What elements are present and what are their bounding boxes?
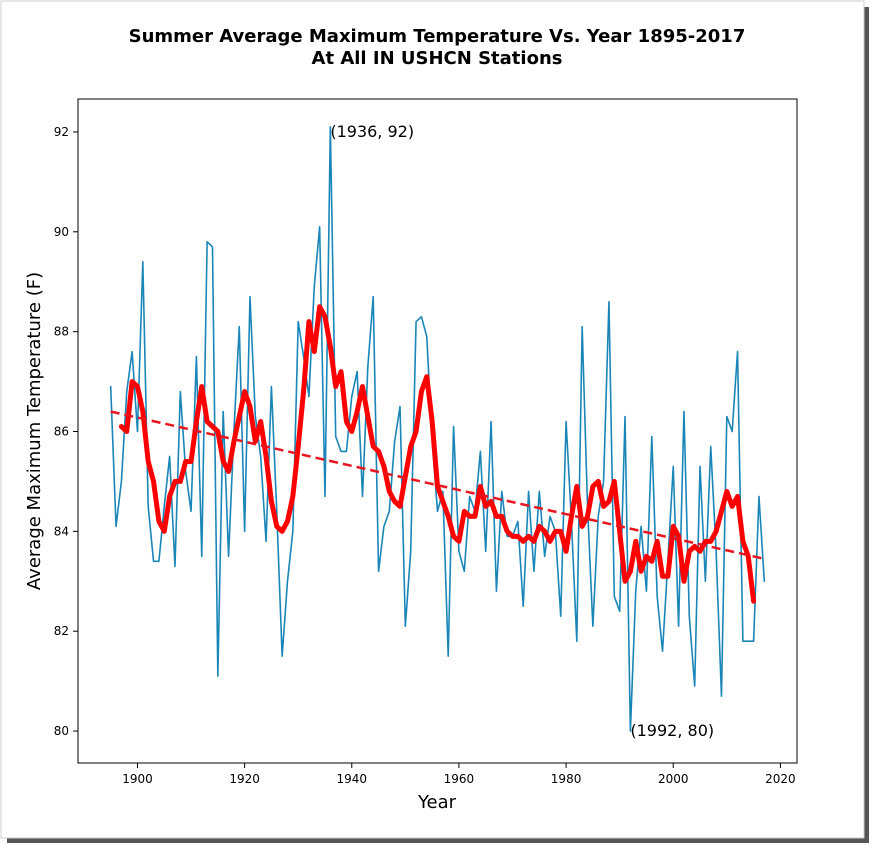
y-axis-label: Average Maximum Temperature (F) [24,272,45,590]
x-tick-label: 1920 [229,772,260,786]
chart-title: Summer Average Maximum Temperature Vs. Y… [129,26,746,47]
x-axis-label: Year [417,792,457,813]
y-tick-label: 86 [54,424,69,438]
chart-subtitle: At All IN USHCN Stations [312,48,563,69]
y-tick-label: 84 [54,524,69,538]
x-tick-label: 1900 [122,772,153,786]
series-line [118,304,757,604]
x-tick-label: 1980 [551,772,582,786]
annotation: (1992, 80) [630,721,714,740]
x-tick-label: 1940 [337,772,368,786]
x-tick-label: 2020 [765,772,796,786]
y-tick-label: 82 [54,624,69,638]
annotation: (1936, 92) [330,122,414,141]
y-tick-label: 80 [54,724,69,738]
y-tick-label: 92 [54,125,69,139]
plot-area [77,98,798,764]
y-tick-label: 88 [54,325,69,339]
x-tick-label: 1960 [444,772,475,786]
y-tick-label: 90 [54,225,69,239]
x-tick-label: 2000 [658,772,689,786]
